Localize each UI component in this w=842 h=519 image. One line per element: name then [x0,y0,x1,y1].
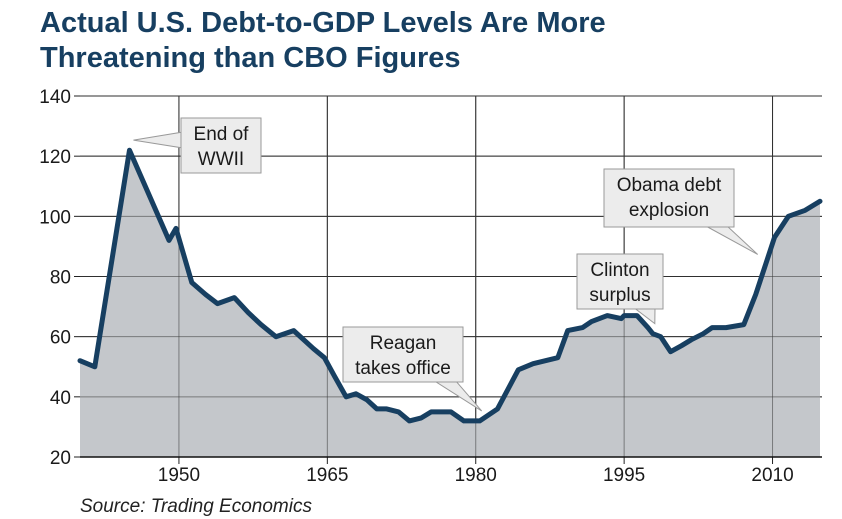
callout-pointer [133,131,184,149]
y-tick-label: 20 [50,448,71,469]
x-tick-label: 1950 [158,465,200,486]
callout-2: Clinton surplus [576,253,664,325]
callout-pointer [431,379,483,412]
chart-title-line-1: Actual U.S. Debt-to-GDP Levels Are More [40,7,606,39]
callout-text: explosion [629,200,709,221]
callout-text: Obama debt [617,175,722,196]
debt-area-fill [80,150,820,457]
x-tick-label: 1980 [455,465,497,486]
x-tick-label: 1965 [306,465,348,486]
y-tick-label: 140 [39,87,71,108]
y-tick-label: 40 [50,388,71,409]
callout-text: takes office [355,358,451,379]
debt-series-line [77,147,823,424]
callout-box [342,326,464,383]
callout-text: WWII [198,149,244,170]
callout-box [576,253,664,310]
callout-3: Obama debt explosion [603,168,759,255]
y-tick-label: 100 [39,207,71,228]
callout-text: End of [194,124,250,145]
chart-title: Actual U.S. Debt-to-GDP Levels Are More … [40,6,820,76]
callout-box [603,168,735,228]
chart-title-line-2: Threatening than CBO Figures [40,42,461,74]
callout-text: Clinton [590,260,649,281]
callout-text: Reagan [370,333,437,354]
annotations: End of WWII Reagan takes office Clinton surpl… [133,117,759,412]
x-tick-label: 2010 [751,465,793,486]
callout-text: surplus [589,285,650,306]
y-tick-label: 80 [50,268,71,289]
callout-0: End of WWII [133,117,262,174]
callout-1: Reagan takes office [342,326,483,412]
x-tick-label: 1995 [603,465,645,486]
y-tick-label: 120 [39,147,71,168]
callout-box [180,117,262,174]
plot-area [77,95,823,457]
axes: 20 40 60 80 100 120 140 1950 1965 1980 1995 2010 [39,87,822,486]
callout-pointer [703,224,759,255]
y-tick-label: 60 [50,328,71,349]
source-note: Source: Trading Economics [80,496,312,517]
